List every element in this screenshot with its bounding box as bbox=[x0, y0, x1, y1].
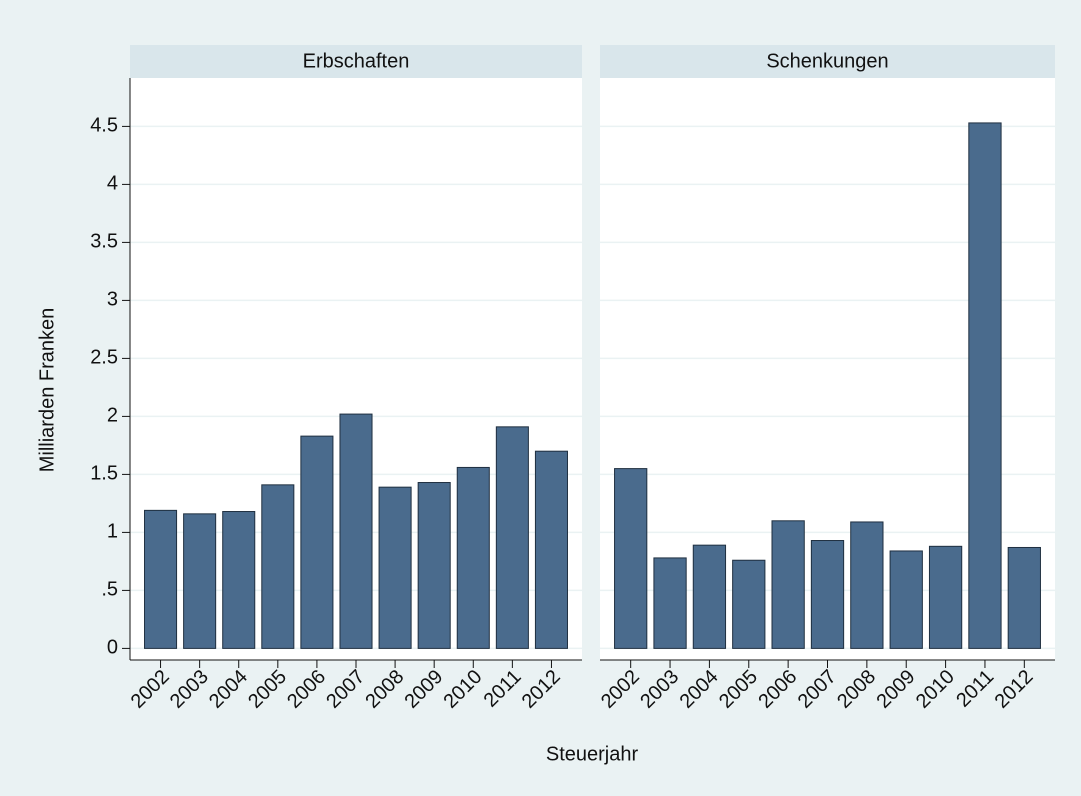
bar bbox=[928, 545, 963, 649]
bar bbox=[968, 122, 1002, 649]
bar bbox=[378, 486, 412, 649]
panel-title: Schenkungen bbox=[766, 50, 888, 72]
y-tick-label: 1.5 bbox=[90, 463, 118, 485]
bar bbox=[417, 482, 451, 649]
y-tick-label: 1 bbox=[107, 521, 118, 543]
bar bbox=[222, 511, 256, 649]
bar bbox=[732, 559, 766, 649]
y-tick-label: 3.5 bbox=[90, 231, 118, 253]
bar bbox=[771, 520, 805, 649]
bar bbox=[810, 540, 845, 649]
panel-header bbox=[130, 45, 582, 78]
bar bbox=[144, 509, 178, 649]
bar bbox=[261, 484, 295, 649]
y-tick-label: 0 bbox=[107, 637, 118, 659]
bar bbox=[692, 544, 727, 649]
bar bbox=[1007, 546, 1041, 649]
x-axis-title: Steuerjahr bbox=[546, 743, 639, 765]
y-tick-label: 4.5 bbox=[90, 115, 118, 137]
panel-title: Erbschaften bbox=[303, 50, 410, 72]
bar bbox=[183, 513, 217, 649]
y-tick-label: 3 bbox=[107, 289, 118, 311]
bar bbox=[889, 550, 923, 649]
bar bbox=[495, 426, 529, 649]
bar bbox=[653, 557, 687, 649]
y-tick-label: .5 bbox=[101, 579, 118, 601]
bar bbox=[300, 435, 334, 649]
bar bbox=[850, 521, 884, 649]
bar bbox=[339, 413, 373, 649]
bar bbox=[534, 450, 568, 649]
panel-header bbox=[600, 45, 1055, 78]
bar bbox=[614, 468, 648, 649]
y-tick-label: 2.5 bbox=[90, 347, 118, 369]
y-tick-label: 4 bbox=[107, 173, 118, 195]
y-axis-title: Milliarden Franken bbox=[36, 308, 58, 473]
bar bbox=[456, 466, 490, 649]
y-tick-label: 2 bbox=[107, 405, 118, 427]
